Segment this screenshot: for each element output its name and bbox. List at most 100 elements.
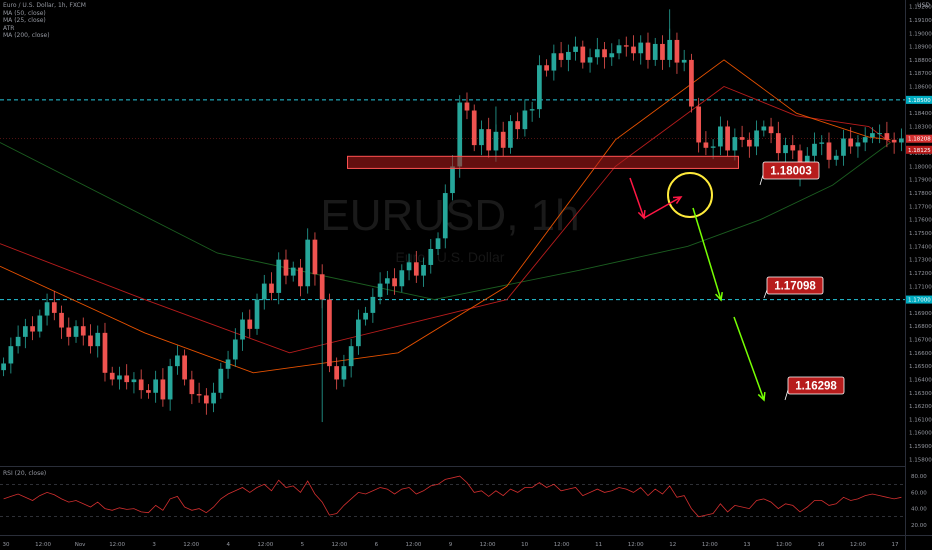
price-tick-label: 1.19200 xyxy=(909,5,932,11)
price-tick-label: 1.16200 xyxy=(909,404,932,410)
candle xyxy=(196,394,202,396)
rsi-tick-label: 60.00 xyxy=(911,490,927,496)
candle xyxy=(276,259,282,293)
time-tick-label: 12:00 xyxy=(257,542,273,548)
target-label-3-pointer xyxy=(784,389,789,401)
candle xyxy=(631,46,636,54)
time-tick-label: 12:00 xyxy=(35,542,51,548)
candle xyxy=(312,239,318,275)
candle xyxy=(399,270,405,287)
candle xyxy=(80,326,86,336)
time-tick-label: 12 xyxy=(669,542,676,548)
candle xyxy=(442,193,448,239)
candle xyxy=(739,137,745,140)
candle xyxy=(573,46,578,52)
candle xyxy=(602,49,607,58)
candle xyxy=(283,259,289,276)
time-tick-label: 12:00 xyxy=(331,542,347,548)
target-label-1-pointer xyxy=(759,174,764,186)
price-tick-label: 1.18000 xyxy=(909,164,932,170)
price-tick-label: 1.19100 xyxy=(909,18,932,24)
candle xyxy=(833,155,839,160)
candle xyxy=(15,336,21,347)
candle xyxy=(746,139,752,147)
candle xyxy=(754,130,759,147)
rsi-line xyxy=(3,475,902,518)
price-tick-label: 1.15800 xyxy=(909,457,932,463)
target-label-3: 1.16298 xyxy=(795,381,837,393)
candle xyxy=(580,46,586,63)
candle xyxy=(370,296,376,313)
arrow-green-1 xyxy=(692,207,722,301)
price-tick-label: 1.18900 xyxy=(909,45,932,51)
moving-average-line-2 xyxy=(0,59,891,374)
candle xyxy=(689,59,694,107)
candle xyxy=(167,366,173,400)
price-tick-label: 1.17300 xyxy=(909,258,932,264)
highlight-circle xyxy=(667,172,713,218)
candle xyxy=(870,133,875,138)
arrow-green-2-head xyxy=(757,391,766,402)
candle xyxy=(146,390,151,393)
candle xyxy=(638,42,644,54)
price-tick-label: 1.18800 xyxy=(909,58,932,64)
price-badge xyxy=(906,295,932,304)
arrow-green-1-head xyxy=(715,291,723,302)
candle xyxy=(797,150,803,167)
price-tick-label: 1.15900 xyxy=(909,444,932,450)
time-tick-label: 12:00 xyxy=(776,542,792,548)
candle xyxy=(696,106,702,143)
candle xyxy=(609,53,615,58)
candle xyxy=(73,326,79,337)
time-tick-label: 30 xyxy=(3,542,10,548)
watermark-symbol: EURUSD, 1h xyxy=(320,191,579,240)
time-tick-label: 11 xyxy=(595,542,602,548)
candle xyxy=(261,283,267,300)
time-tick-label: 12:00 xyxy=(183,542,199,548)
price-tick-label: 1.17600 xyxy=(909,218,932,224)
time-tick-label: 6 xyxy=(375,542,379,548)
candle xyxy=(138,379,144,391)
candle xyxy=(645,42,651,60)
price-tick-label: 1.16600 xyxy=(909,351,932,357)
candle xyxy=(392,278,397,287)
price-tick-label: 1.16800 xyxy=(909,324,932,330)
candle xyxy=(327,299,332,367)
target-label-2: 1.17098 xyxy=(774,281,816,293)
candle xyxy=(22,326,28,337)
candle xyxy=(117,375,122,380)
time-tick-label: 12:00 xyxy=(628,542,644,548)
candle xyxy=(109,372,115,380)
candle xyxy=(356,319,361,347)
candle xyxy=(493,131,499,151)
candle xyxy=(537,65,542,110)
time-tick-label: 12:00 xyxy=(480,542,496,548)
price-tick-label: 1.17500 xyxy=(909,231,932,237)
time-tick-label: 12:00 xyxy=(554,542,570,548)
price-badge-label: 1.17000 xyxy=(908,298,931,304)
candle xyxy=(565,51,571,60)
candle xyxy=(732,137,738,151)
candle xyxy=(783,145,788,154)
candle xyxy=(319,274,325,300)
candle xyxy=(652,43,658,60)
time-tick-label: 5 xyxy=(301,542,305,548)
candle xyxy=(710,146,716,148)
price-tick-label: 1.17400 xyxy=(909,244,932,250)
candle xyxy=(124,375,130,383)
candle xyxy=(479,129,484,146)
legend-ma-25: MA (25, close) xyxy=(3,17,46,25)
candle xyxy=(500,131,506,148)
rsi-tick-label: 80.00 xyxy=(911,474,927,480)
candle xyxy=(508,121,513,148)
rsi-tick-label: 40.00 xyxy=(911,507,927,513)
price-badge-label: 1.18500 xyxy=(908,98,931,104)
candle xyxy=(66,327,72,337)
price-tick-label: 1.17900 xyxy=(909,178,932,184)
candle xyxy=(30,326,35,332)
candle xyxy=(254,299,260,329)
price-tick-label: 1.19000 xyxy=(909,31,932,37)
candle xyxy=(891,139,897,143)
time-tick-label: 4 xyxy=(227,542,231,548)
